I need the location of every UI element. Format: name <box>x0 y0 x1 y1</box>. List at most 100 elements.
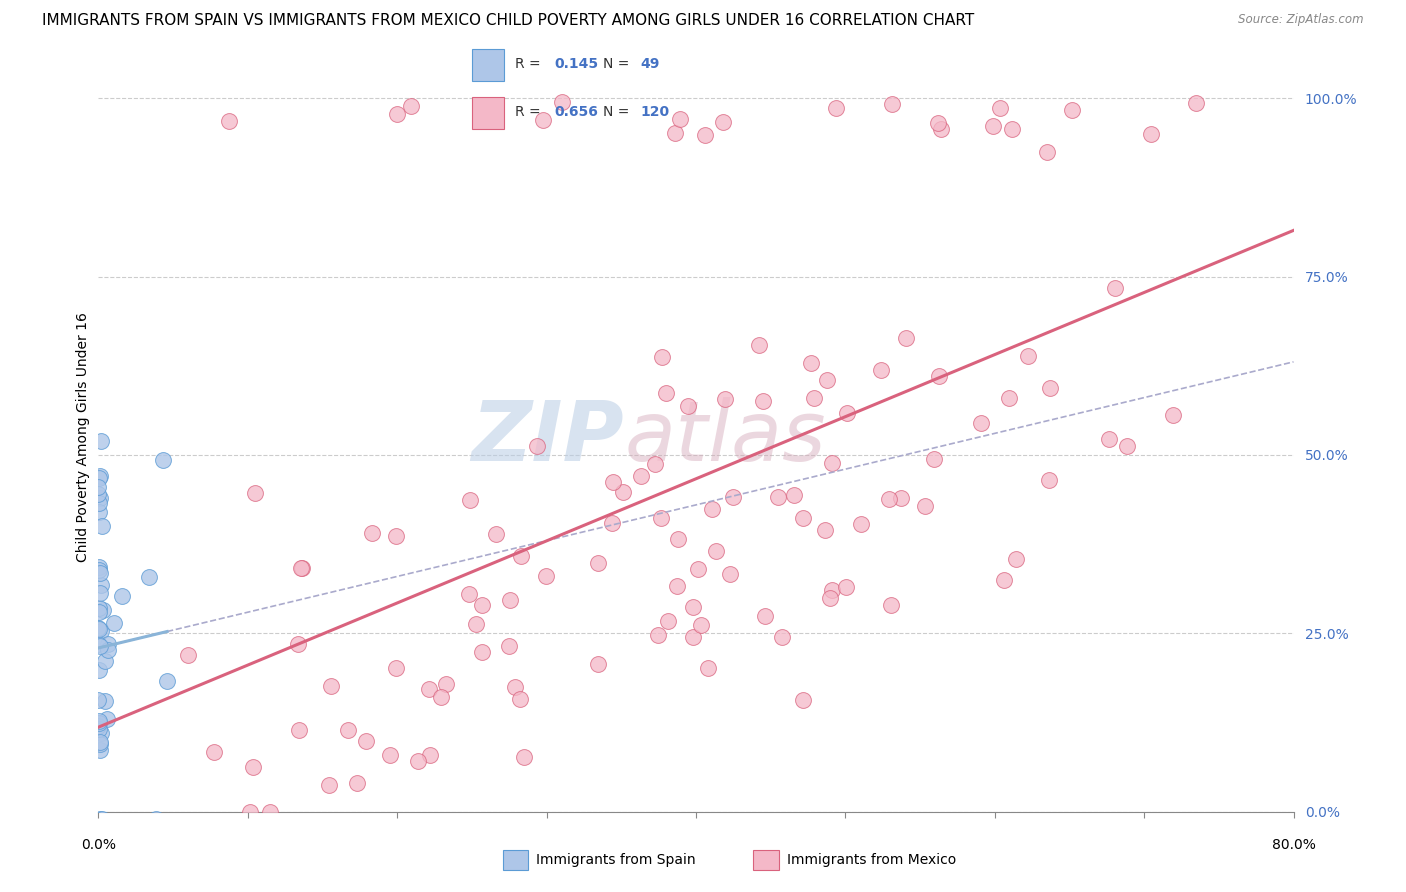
Point <box>704 543 727 558</box>
Point <box>243 486 266 500</box>
Point <box>177 648 200 662</box>
Point <box>664 126 686 140</box>
Point <box>754 609 776 624</box>
Point <box>983 120 1005 134</box>
Point <box>458 493 481 508</box>
Point <box>337 723 360 738</box>
Point <box>1038 473 1060 487</box>
Point <box>651 351 673 365</box>
Point <box>97 636 120 650</box>
Point <box>89 566 111 580</box>
Point <box>1017 349 1039 363</box>
Point <box>747 338 769 352</box>
Point <box>384 661 406 675</box>
Point <box>485 527 508 541</box>
Point <box>87 480 110 494</box>
Point <box>87 621 110 635</box>
Point <box>509 691 531 706</box>
Point <box>87 471 110 485</box>
Point <box>825 101 848 115</box>
Point <box>152 453 174 467</box>
Point <box>711 114 734 128</box>
Point <box>602 475 624 489</box>
Point <box>665 579 688 593</box>
Point <box>837 406 859 420</box>
Point <box>928 369 950 384</box>
Text: 0.656: 0.656 <box>555 105 599 119</box>
Point <box>418 681 440 696</box>
Point <box>290 560 312 574</box>
Point <box>384 528 406 542</box>
Point <box>87 622 110 636</box>
Point <box>89 491 111 505</box>
Text: 120: 120 <box>640 105 669 119</box>
Point <box>287 637 309 651</box>
Point <box>1185 95 1208 110</box>
Point <box>718 567 741 582</box>
Point <box>1060 103 1083 118</box>
Point <box>378 748 401 763</box>
Point <box>713 392 735 406</box>
Point <box>89 469 111 483</box>
Point <box>1104 280 1126 294</box>
Point <box>498 639 520 653</box>
Point <box>91 603 114 617</box>
Point <box>91 519 114 533</box>
Point <box>387 107 409 121</box>
Point <box>503 680 526 694</box>
Point <box>821 456 844 470</box>
Point <box>882 97 904 112</box>
Point <box>818 591 841 606</box>
Point <box>526 439 548 453</box>
Text: N =: N = <box>603 57 634 70</box>
Point <box>531 112 554 127</box>
Point <box>970 416 993 430</box>
Point <box>87 693 110 707</box>
Point <box>89 743 111 757</box>
Point <box>931 121 953 136</box>
Point <box>914 500 936 514</box>
Point <box>693 128 716 142</box>
Point <box>89 737 111 751</box>
Point <box>1115 439 1137 453</box>
Point <box>111 590 134 604</box>
Point <box>600 516 623 531</box>
Point <box>879 491 901 506</box>
Point <box>87 563 110 577</box>
Point <box>406 754 429 768</box>
Bar <box>472 97 505 129</box>
Point <box>471 644 494 658</box>
Point <box>138 570 160 584</box>
Point <box>890 491 912 505</box>
Point <box>87 486 110 500</box>
Point <box>1161 408 1184 422</box>
Text: R =: R = <box>515 57 544 70</box>
Point <box>666 532 689 546</box>
Point <box>89 735 111 749</box>
Point <box>419 747 441 762</box>
Point <box>766 491 789 505</box>
Point <box>815 373 838 387</box>
Point <box>458 587 481 601</box>
Point <box>87 600 110 615</box>
Point <box>94 694 117 708</box>
Point <box>927 116 949 130</box>
Point <box>879 599 901 613</box>
Point <box>90 812 112 826</box>
Point <box>87 714 110 729</box>
Y-axis label: Child Poverty Among Girls Under 16: Child Poverty Among Girls Under 16 <box>76 312 90 562</box>
Point <box>676 400 699 414</box>
Point <box>471 599 494 613</box>
Point <box>993 573 1015 587</box>
Point <box>1039 381 1062 395</box>
Point <box>218 114 240 128</box>
Point <box>647 627 669 641</box>
Point <box>90 624 112 639</box>
Point <box>644 457 666 471</box>
Point <box>202 745 225 759</box>
Point <box>686 562 709 576</box>
Point <box>792 511 814 525</box>
Point <box>682 600 704 615</box>
Point <box>814 524 837 538</box>
Point <box>318 778 340 792</box>
